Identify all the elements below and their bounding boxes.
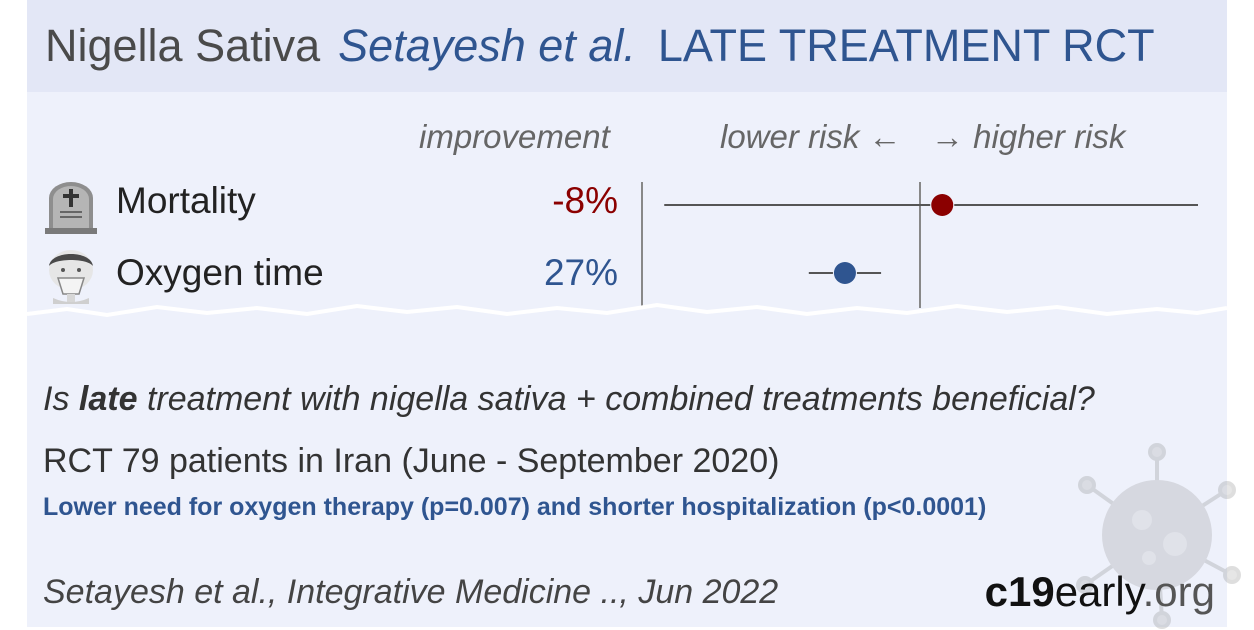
lower-risk-label: lower risk ←: [720, 118, 902, 155]
forest-rows: [664, 194, 1198, 284]
estimate-point-mortality: [931, 194, 954, 216]
tombstone-icon: [45, 182, 97, 234]
outcome-value-oxygen-time: 27%: [543, 252, 618, 293]
outcome-label-oxygen-time: Oxygen time: [116, 252, 324, 293]
study-card: Nigella Sativa Setayesh et al. LATE TREATM…: [27, 0, 1241, 629]
site-logo[interactable]: c19early.org: [984, 568, 1215, 615]
page-title: Nigella Sativa Setayesh et al. LATE TREATM…: [45, 20, 1155, 72]
outcome-label-mortality: Mortality: [116, 180, 256, 221]
study-authors: Setayesh et al.: [338, 20, 636, 71]
study-summary: Lower need for oxygen therapy (p=0.007) …: [43, 493, 987, 521]
study-details: RCT 79 patients in Iran (June - Septembe…: [43, 442, 780, 480]
oxygen-mask-icon: [49, 250, 93, 304]
estimate-point-oxygen-time: [833, 262, 856, 284]
virus-watermark-icon: [1076, 443, 1241, 629]
study-question: Is late treatment with nigella sativa + …: [43, 380, 1095, 418]
improvement-column-header: improvement: [419, 118, 610, 155]
torn-edge: [27, 302, 1227, 326]
study-design: LATE TREATMENT RCT: [657, 20, 1155, 71]
higher-risk-label: → higher risk: [931, 118, 1126, 155]
header-bar: Nigella Sativa Setayesh et al. LATE TREATM…: [27, 0, 1227, 92]
forest-plot: [641, 182, 1198, 308]
outcome-value-mortality: -8%: [552, 180, 618, 221]
study-citation: Setayesh et al., Integrative Medicine ..…: [43, 573, 779, 611]
question-emphasis: late: [78, 380, 138, 418]
treatment-name: Nigella Sativa: [45, 20, 321, 71]
